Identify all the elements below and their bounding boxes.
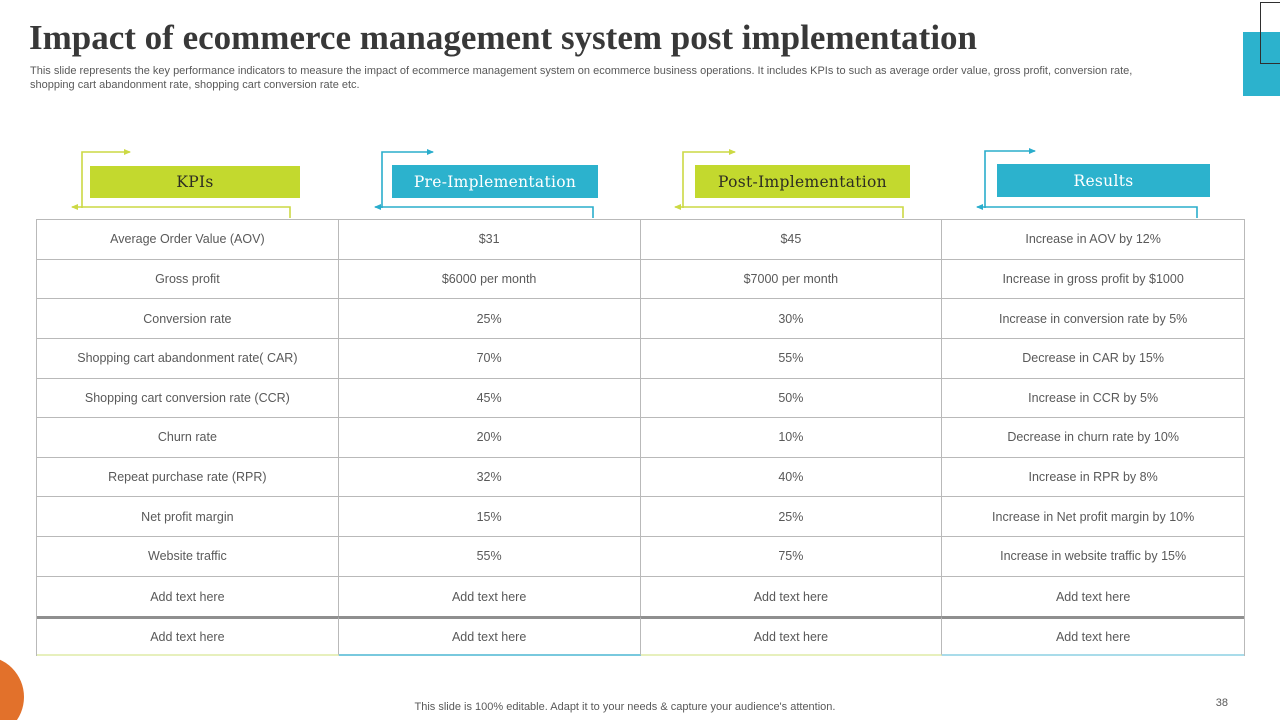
table-cell: Increase in RPR by 8% (942, 458, 1244, 498)
table-cell: Shopping cart conversion rate (CCR) (37, 378, 339, 419)
page-number: 38 (1215, 697, 1228, 709)
table-cell: $6000 per month (338, 259, 641, 300)
table-cell: 70% (338, 338, 641, 379)
table-cell: Average Order Value (AOV) (37, 220, 339, 260)
subtitle-line-2: shopping cart abandonment rate, shopping… (30, 79, 360, 91)
table-cell: $7000 per month (640, 259, 943, 300)
table-cell: 50% (640, 378, 943, 419)
slide-subtitle: This slide represents the key performanc… (30, 64, 1245, 92)
table-cell: Increase in conversion rate by 5% (942, 299, 1244, 339)
table-cell: Increase in website traffic by 15% (942, 537, 1244, 577)
table-cell: 40% (640, 457, 943, 498)
column-header-kpis: KPIs (90, 166, 300, 198)
outline-corner-square (1260, 2, 1280, 64)
table-cell: Decrease in churn rate by 10% (942, 418, 1244, 458)
table-cell: Increase in gross profit by $1000 (942, 260, 1244, 300)
column-header-post-implementation: Post-Implementation (695, 165, 910, 198)
kpi-table: Average Order Value (AOV) $31 $45 Increase … (36, 219, 1245, 656)
table-cell: Conversion rate (37, 299, 339, 339)
table-cell: Repeat purchase rate (RPR) (37, 457, 339, 498)
table-cell: Increase in CCR by 5% (942, 379, 1244, 419)
column-header-pre-implementation: Pre-Implementation (392, 165, 598, 198)
table-cell: Increase in AOV by 12% (942, 220, 1244, 260)
table-cell-placeholder: Add text here (339, 576, 641, 617)
table-cell: $31 (338, 220, 641, 260)
table-cell: 45% (338, 378, 641, 419)
table-cell: Decrease in CAR by 15% (942, 339, 1244, 379)
table-cell: Website traffic (37, 537, 339, 577)
table-cell-placeholder: Add text here (641, 576, 943, 617)
table-cell: Increase in Net profit margin by 10% (942, 497, 1244, 538)
table-cell: Net profit margin (37, 497, 339, 538)
table-cell: 55% (338, 537, 641, 577)
table-cell-placeholder: Add text here (338, 616, 641, 656)
teal-corner-square (1243, 32, 1280, 96)
table-cell: Churn rate (37, 418, 339, 458)
table-cell: 20% (338, 418, 641, 458)
table-cell: 25% (338, 299, 641, 339)
table-cell: 25% (640, 497, 943, 538)
column-header-results: Results (997, 164, 1210, 197)
table-cell: Shopping cart abandonment rate( CAR) (37, 338, 339, 379)
table-cell: 10% (640, 418, 943, 458)
table-cell-placeholder: Add text here (37, 616, 339, 656)
table-cell: 55% (640, 338, 943, 379)
table-cell-placeholder: Add text here (1055, 589, 1131, 604)
table-cell: 30% (640, 299, 943, 339)
table-cell-placeholder: Add text here (640, 616, 943, 656)
table-cell: 15% (338, 497, 641, 538)
table-cell: 32% (338, 457, 641, 498)
table-cell-placeholder: Add text here (37, 576, 339, 617)
table-cell: $45 (640, 220, 943, 260)
footer-note: This slide is 100% editable. Adapt it to… (414, 701, 836, 713)
table-cell: 75% (640, 537, 943, 577)
subtitle-line-1: This slide represents the key performanc… (30, 65, 1133, 77)
page-title: Impact of ecommerce management system po… (29, 18, 978, 57)
table-cell: Gross profit (37, 259, 339, 300)
table-cell-placeholder: Add text here (942, 616, 1244, 656)
